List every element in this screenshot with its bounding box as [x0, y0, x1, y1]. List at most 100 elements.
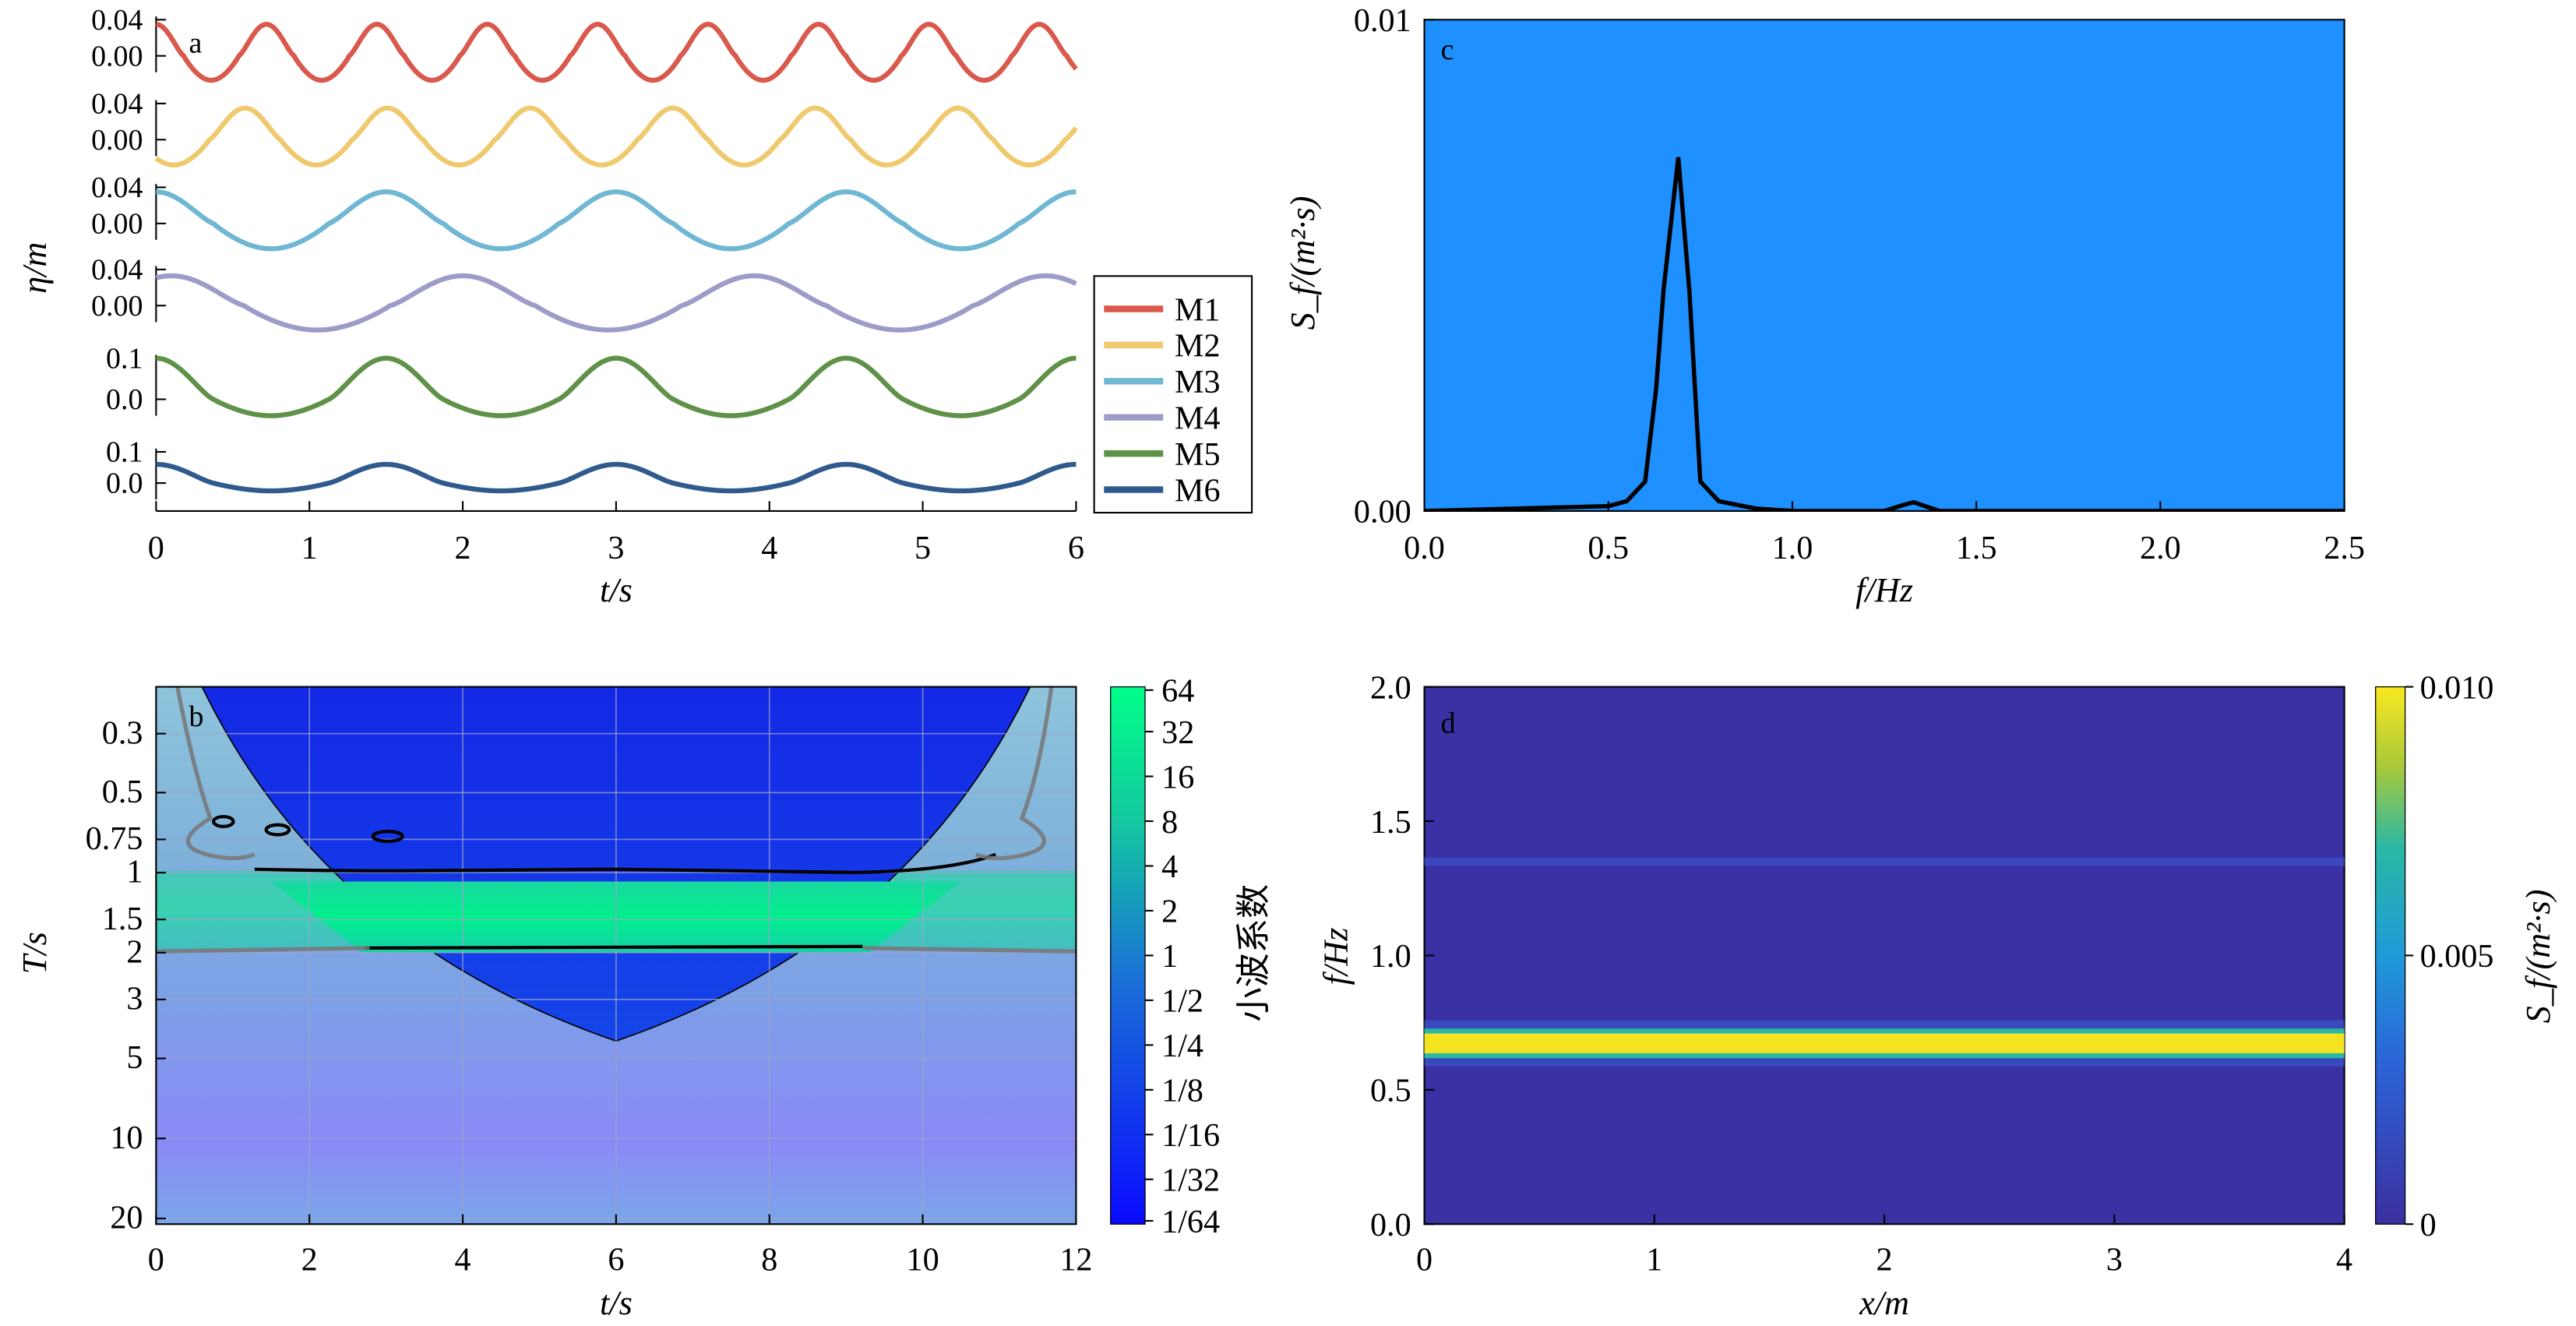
panel-b-x-tick-label: 12	[1059, 1241, 1092, 1278]
panel-d-colorbar-label: S_f/(m²·s)	[2519, 890, 2557, 1024]
panel-b-x-tick-label: 10	[907, 1241, 939, 1278]
panel-b-colorbar-tick-label: 1/8	[1161, 1073, 1203, 1109]
panel-b-x-tick-label: 6	[608, 1241, 624, 1278]
panel-a-subplot-M2: 0.040.00	[91, 88, 1078, 168]
legend-label-M6: M6	[1175, 472, 1221, 509]
panel-c-x-tick-label: 2.5	[2324, 530, 2365, 566]
panel-d-letter: d	[1441, 707, 1456, 740]
panel-b-contour-upper	[254, 852, 996, 875]
panel-b-contour-island-2	[264, 823, 291, 837]
panel-a-letter: a	[189, 26, 203, 59]
panel-a-y-tick-label: 0.1	[106, 342, 143, 375]
legend-label-M3: M3	[1175, 364, 1221, 400]
panel-a-xlabel: t/s	[600, 571, 633, 609]
panel-a-x-ticks: 0 1 2 3 4 5 6	[148, 501, 1084, 566]
panel-b-y-tick-label: 10	[110, 1120, 143, 1156]
panel-b-colorbar-tick-label: 32	[1161, 714, 1194, 751]
panel-d-x-tick-label: 0	[1416, 1241, 1432, 1278]
panel-d-peak-band	[1424, 1033, 2345, 1053]
panel-a-y-tick-label: 0.0	[106, 383, 143, 416]
panel-d-ylabel: f/Hz	[1316, 928, 1355, 986]
panel-b-contour-gray-left	[175, 686, 255, 861]
panel-c-letter: c	[1441, 34, 1454, 66]
panel-c-y-tick-label: 0.01	[1354, 2, 1411, 39]
panel-d-x-ticks: 0 1 2 3 4	[1416, 1214, 2352, 1278]
panel-b-x-tick-label: 8	[761, 1241, 777, 1278]
panel-a-y-tick-label: 0.00	[91, 207, 143, 240]
panel-d-y-tick-label: 1.0	[1370, 938, 1411, 975]
panel-b-y-tick-label: 2	[126, 933, 143, 970]
panel-b-y-tick-label: 0.5	[102, 774, 143, 810]
panel-a-y-tick-label: 0.00	[91, 290, 143, 323]
panel-b-x-tick-label: 0	[148, 1241, 164, 1278]
panel-b-y-tick-label: 20	[110, 1200, 143, 1236]
panel-b-contour-island-1	[212, 815, 235, 828]
panel-b-x-tick-label: 2	[301, 1241, 318, 1278]
panel-c-xlabel: f/Hz	[1855, 571, 1913, 609]
panel-b-y-ticks: 0.3 0.5 0.751 1.52 3 5 10 20	[86, 714, 167, 1236]
panel-b-contour-lower	[365, 944, 863, 950]
panel-c-x-tick-label: 1.0	[1772, 530, 1813, 566]
panel-b-xlabel: t/s	[600, 1284, 633, 1322]
panel-b-colorbar-tick-label: 1/32	[1161, 1162, 1220, 1199]
panel-b-colorbar-tick-label: 16	[1161, 759, 1194, 795]
panel-a-x-tick-label: 6	[1068, 530, 1084, 566]
panel-a-subplot-M1: 0.040.00	[91, 4, 1078, 83]
panel-d-y-tick-label: 1.5	[1370, 804, 1411, 841]
panel-b-colorbar-tick-label: 2	[1161, 894, 1178, 930]
panel-a-y-tick-label: 0.1	[106, 436, 143, 469]
panel-d-y-tick-label: 2.0	[1370, 669, 1411, 706]
panel-b-letter: b	[189, 700, 204, 733]
panel-b-colorbar-tick-label: 64	[1161, 673, 1194, 710]
panel-d-colorbar-ticks: 0 0.005 0.010	[2405, 669, 2494, 1243]
panel-a-x-tick-label: 3	[608, 530, 624, 566]
panel-a-y-tick-label: 0.04	[91, 4, 143, 37]
panel-b-contour-gray-band	[156, 946, 1077, 954]
panel-a-series-M3	[156, 189, 1077, 252]
panel-c-y-tick-label: 0.00	[1354, 494, 1411, 531]
panel-b-y-tick-label: 1.5	[102, 901, 143, 937]
panel-b-colorbar-tick-label: 1/2	[1161, 983, 1203, 1020]
panel-a-subplot-M4: 0.040.00	[91, 254, 1077, 333]
panel-b-x-tick-label: 4	[455, 1241, 471, 1278]
panel-d-x-tick-label: 1	[1646, 1241, 1662, 1278]
panel-b-colorbar-label: 小波系数	[1235, 884, 1273, 1022]
panel-a: 0.040.000.040.000.040.000.040.000.10.00.…	[16, 4, 1253, 609]
panel-c-x-tick-label: 2.0	[2140, 530, 2181, 566]
panel-c-x-tick-label: 0.5	[1588, 530, 1629, 566]
panel-d-colorbar-tick-label: 0.005	[2420, 938, 2494, 975]
panel-a-y-tick-label: 0.04	[91, 254, 143, 287]
panel-d-colorbar	[2375, 686, 2406, 1225]
panel-c-y-ticks: 0.00 0.01	[1354, 2, 1435, 531]
panel-c-plot-area	[1423, 19, 2345, 512]
panel-c-x-ticks: 0.0 0.5 1.0 1.5 2.0 2.5	[1404, 501, 2365, 566]
panel-a-y-tick-label: 0.0	[106, 467, 143, 500]
panel-b-colorbar-tick-label: 1/4	[1161, 1028, 1203, 1064]
panel-a-subplot-M3: 0.040.00	[91, 171, 1077, 252]
panel-b-y-tick-label: 1	[126, 854, 143, 890]
panel-b-x-ticks: 0 2 4 6 8 10 12	[148, 1214, 1093, 1278]
panel-a-subplot-M6: 0.10.0	[106, 436, 1077, 500]
panel-b-y-tick-label: 0.75	[86, 820, 143, 857]
panel-b-colorbar-tick-label: 4	[1161, 848, 1178, 885]
panel-a-x-tick-label: 1	[301, 530, 318, 566]
panel-a-x-tick-label: 5	[914, 530, 931, 566]
panel-a-ylabel: η/m	[16, 242, 54, 294]
panel-d-secondary-band	[1424, 857, 2345, 866]
panel-d-y-ticks: 0.0 0.5 1.0 1.5 2.0	[1370, 669, 1435, 1243]
legend-label-M2: M2	[1175, 328, 1221, 365]
legend-label-M5: M5	[1175, 436, 1221, 473]
panel-a-subplots: 0.040.000.040.000.040.000.040.000.10.00.…	[91, 4, 1078, 500]
panel-b-y-tick-label: 0.3	[102, 714, 143, 751]
panel-a-y-tick-label: 0.00	[91, 40, 143, 72]
legend-label-M4: M4	[1175, 400, 1221, 436]
panel-b-colorbar	[1110, 686, 1146, 1225]
panel-d-colorbar-tick-label: 0.010	[2420, 669, 2494, 706]
panel-c-spectrum-line	[1424, 157, 2345, 511]
panel-c: 0.0 0.5 1.0 1.5 2.0 2.5 0.00 0.01 f/Hz S_f/(m²…	[1284, 2, 2365, 609]
panel-a-subplot-M5: 0.10.0	[106, 342, 1077, 418]
